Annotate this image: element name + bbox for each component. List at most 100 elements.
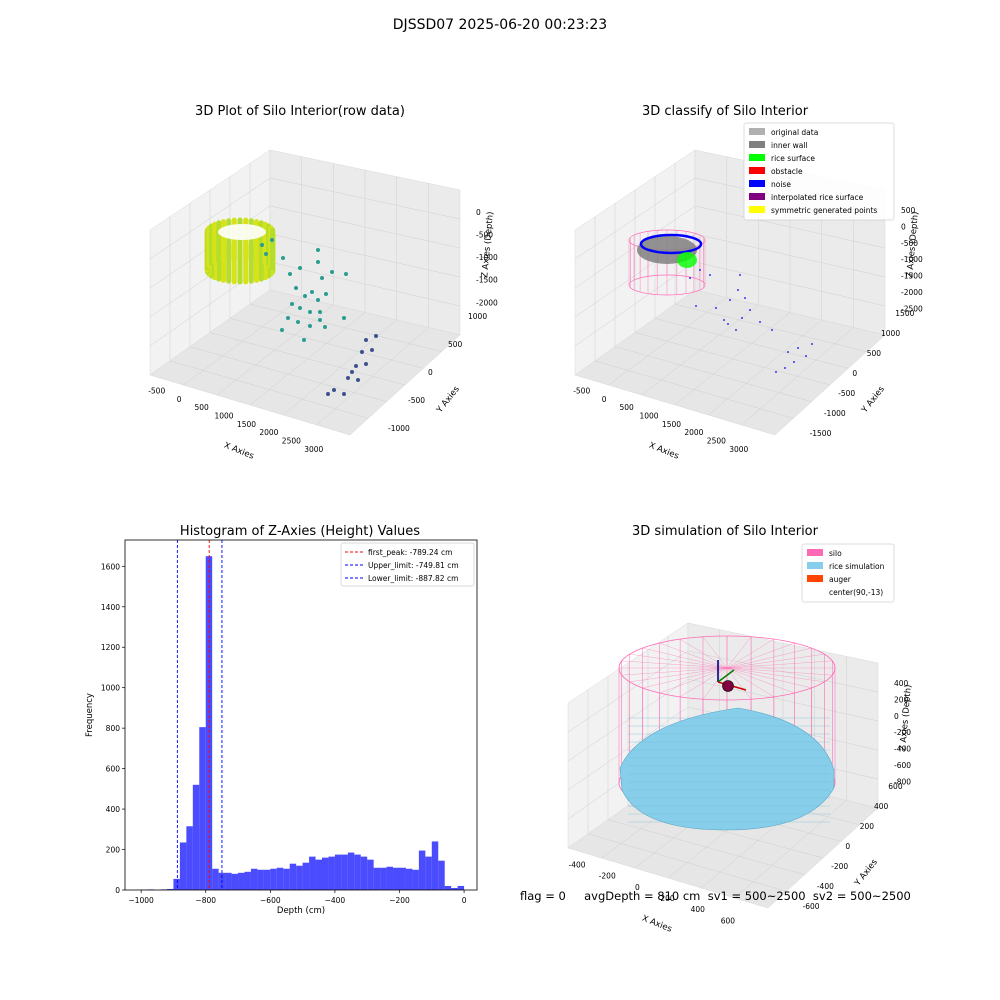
classify-noise-point (784, 367, 786, 369)
simulation-legend-entry-label: rice simulation (829, 562, 885, 571)
sim-silo-spoke (642, 647, 728, 669)
histogram-bar (238, 872, 245, 890)
sim-silo-spoke (726, 642, 795, 669)
raw-data-point (264, 252, 268, 256)
classify-plot-x-axis-label: X Axies (647, 441, 680, 462)
histogram-bar (199, 727, 206, 890)
raw-data-point (298, 306, 302, 310)
simulation-plot-y-tick-label: 0 (845, 842, 850, 851)
simulation-plot-z-tick-label: -200 (894, 728, 911, 737)
histogram-bar (354, 854, 361, 890)
simulation-legend-entry-label: auger (829, 575, 852, 584)
classify-noise-point (689, 277, 691, 279)
raw-data-point (356, 378, 360, 382)
raw-plot-x-tick-label: 2000 (259, 428, 278, 437)
histogram-bar (309, 856, 316, 890)
raw-plot-y-tick-label: 1000 (468, 312, 487, 321)
classify-noise-point (744, 297, 746, 299)
classify-legend-swatch (749, 128, 765, 135)
histogram-y-axis-label: Frequency (85, 693, 95, 737)
sim-silo-spoke (629, 667, 728, 683)
status-line: flag = 0 avgDepth = 810 cm sv1 = 500~250… (520, 889, 911, 903)
raw-plot-grid-line (269, 177, 461, 220)
raw-data-point (280, 328, 284, 332)
histogram-bar (457, 885, 465, 890)
raw-plot-x-tick-label: 2500 (282, 437, 301, 446)
classify-plot-y-tick-label: 1000 (881, 329, 900, 338)
classify-legend: original data inner wall rice surface obsta… (743, 122, 895, 221)
simulation-plot-grid-line (687, 650, 879, 693)
simulation-plot-y-tick-label: -600 (803, 902, 820, 911)
histogram-bar (399, 867, 406, 890)
histogram-y-tick-label: 1000 (101, 684, 120, 693)
raw-data-point (330, 270, 334, 274)
simulation-plot-x-tick-label: 600 (721, 916, 736, 925)
raw-data-point (350, 370, 354, 374)
histogram-y-tick-label: 1400 (101, 603, 120, 612)
classify-plot-z-tick-label: 500 (901, 206, 916, 215)
sim-auger-axis-y (717, 669, 735, 683)
raw-plot-grid-line (269, 233, 461, 278)
histogram-y-tick-label: 1600 (101, 562, 120, 571)
sim-silo-spoke (726, 639, 774, 669)
classify-plot-z-tick-label: -2000 (901, 288, 923, 297)
classify-plot-y-tick-label: 1500 (895, 309, 914, 318)
classify-legend-swatch (749, 141, 765, 148)
histogram-legend-label: first_peak: -789.24 cm (368, 548, 452, 557)
raw-plot-grid-line (249, 303, 442, 352)
raw-plot-z-tick-label: 0 (476, 208, 481, 217)
classify-noise-point (771, 329, 773, 331)
raw-data-point (294, 286, 298, 290)
classify-noise-point (793, 361, 795, 363)
histogram-bar (412, 869, 419, 890)
classify-plot-x-tick-label: 2000 (684, 428, 703, 437)
histogram-bar (451, 887, 458, 890)
classify-noise-point (775, 371, 777, 373)
simulation-plot-grid-line (687, 678, 879, 722)
histogram-bar (347, 852, 355, 890)
histogram-legend-label: Lower_limit: -887.82 cm (368, 574, 458, 583)
histogram-bar (257, 869, 264, 890)
classify-plot-y-tick-label: -1000 (824, 409, 846, 418)
classify-legend-swatch (749, 206, 765, 213)
classify-noise-ring (639, 233, 703, 255)
raw-data-point (270, 238, 274, 242)
histogram-bar (212, 868, 219, 890)
raw-plot-y-tick-label: 0 (428, 368, 433, 377)
classify-noise-point (805, 355, 807, 357)
raw-silo-opening (218, 224, 266, 240)
raw-data-point (318, 310, 322, 314)
histogram-x-tick-label: −600 (260, 896, 281, 905)
histogram-bar (296, 865, 303, 890)
histogram-plot: −1000 −800 −600 −400 −200 0 0 200 400 600 800 1000 1… (85, 539, 478, 916)
histogram-bar (270, 868, 277, 890)
classify-plot-x-tick-label: 1000 (639, 412, 658, 421)
simulation-legend-entry-label: center(90,-13) (829, 588, 883, 597)
sim-silo-spoke (726, 667, 795, 694)
histogram-x-tick-label: −200 (389, 896, 410, 905)
sim-silo-spoke (702, 636, 728, 669)
classify-legend-swatch (749, 180, 765, 187)
raw-plot-x-tick-label: 3000 (304, 445, 323, 454)
sim-silo-spoke (726, 667, 825, 683)
histogram-bar (386, 866, 394, 890)
simulation-plot-y-axis-label: Y Axies (852, 857, 880, 889)
histogram-bar (360, 856, 368, 890)
histogram-bar (373, 867, 381, 890)
raw-data-point (360, 350, 364, 354)
classify-noise-point (739, 274, 741, 276)
raw-data-point (342, 316, 346, 320)
histogram-bar (328, 856, 335, 890)
classify-legend-entry-label: obstacle (771, 167, 803, 176)
raw-plot-y-tick-label: 500 (448, 340, 463, 349)
raw-data-point (316, 248, 320, 252)
simulation-legend: silo rice simulation auger center(90,-13) (801, 543, 895, 603)
classify-noise-point (715, 307, 717, 309)
sim-center-marker (722, 680, 734, 692)
histogram-bar (302, 862, 310, 890)
classify-plot-y-tick-label: -500 (838, 389, 855, 398)
figure-title: DJSSD07 2025-06-20 00:23:23 (392, 17, 608, 33)
simulation-plot-z-tick-label: -400 (894, 745, 911, 754)
histogram-bar (225, 872, 232, 890)
classify-plot-x-tick-label: 2500 (707, 437, 726, 446)
